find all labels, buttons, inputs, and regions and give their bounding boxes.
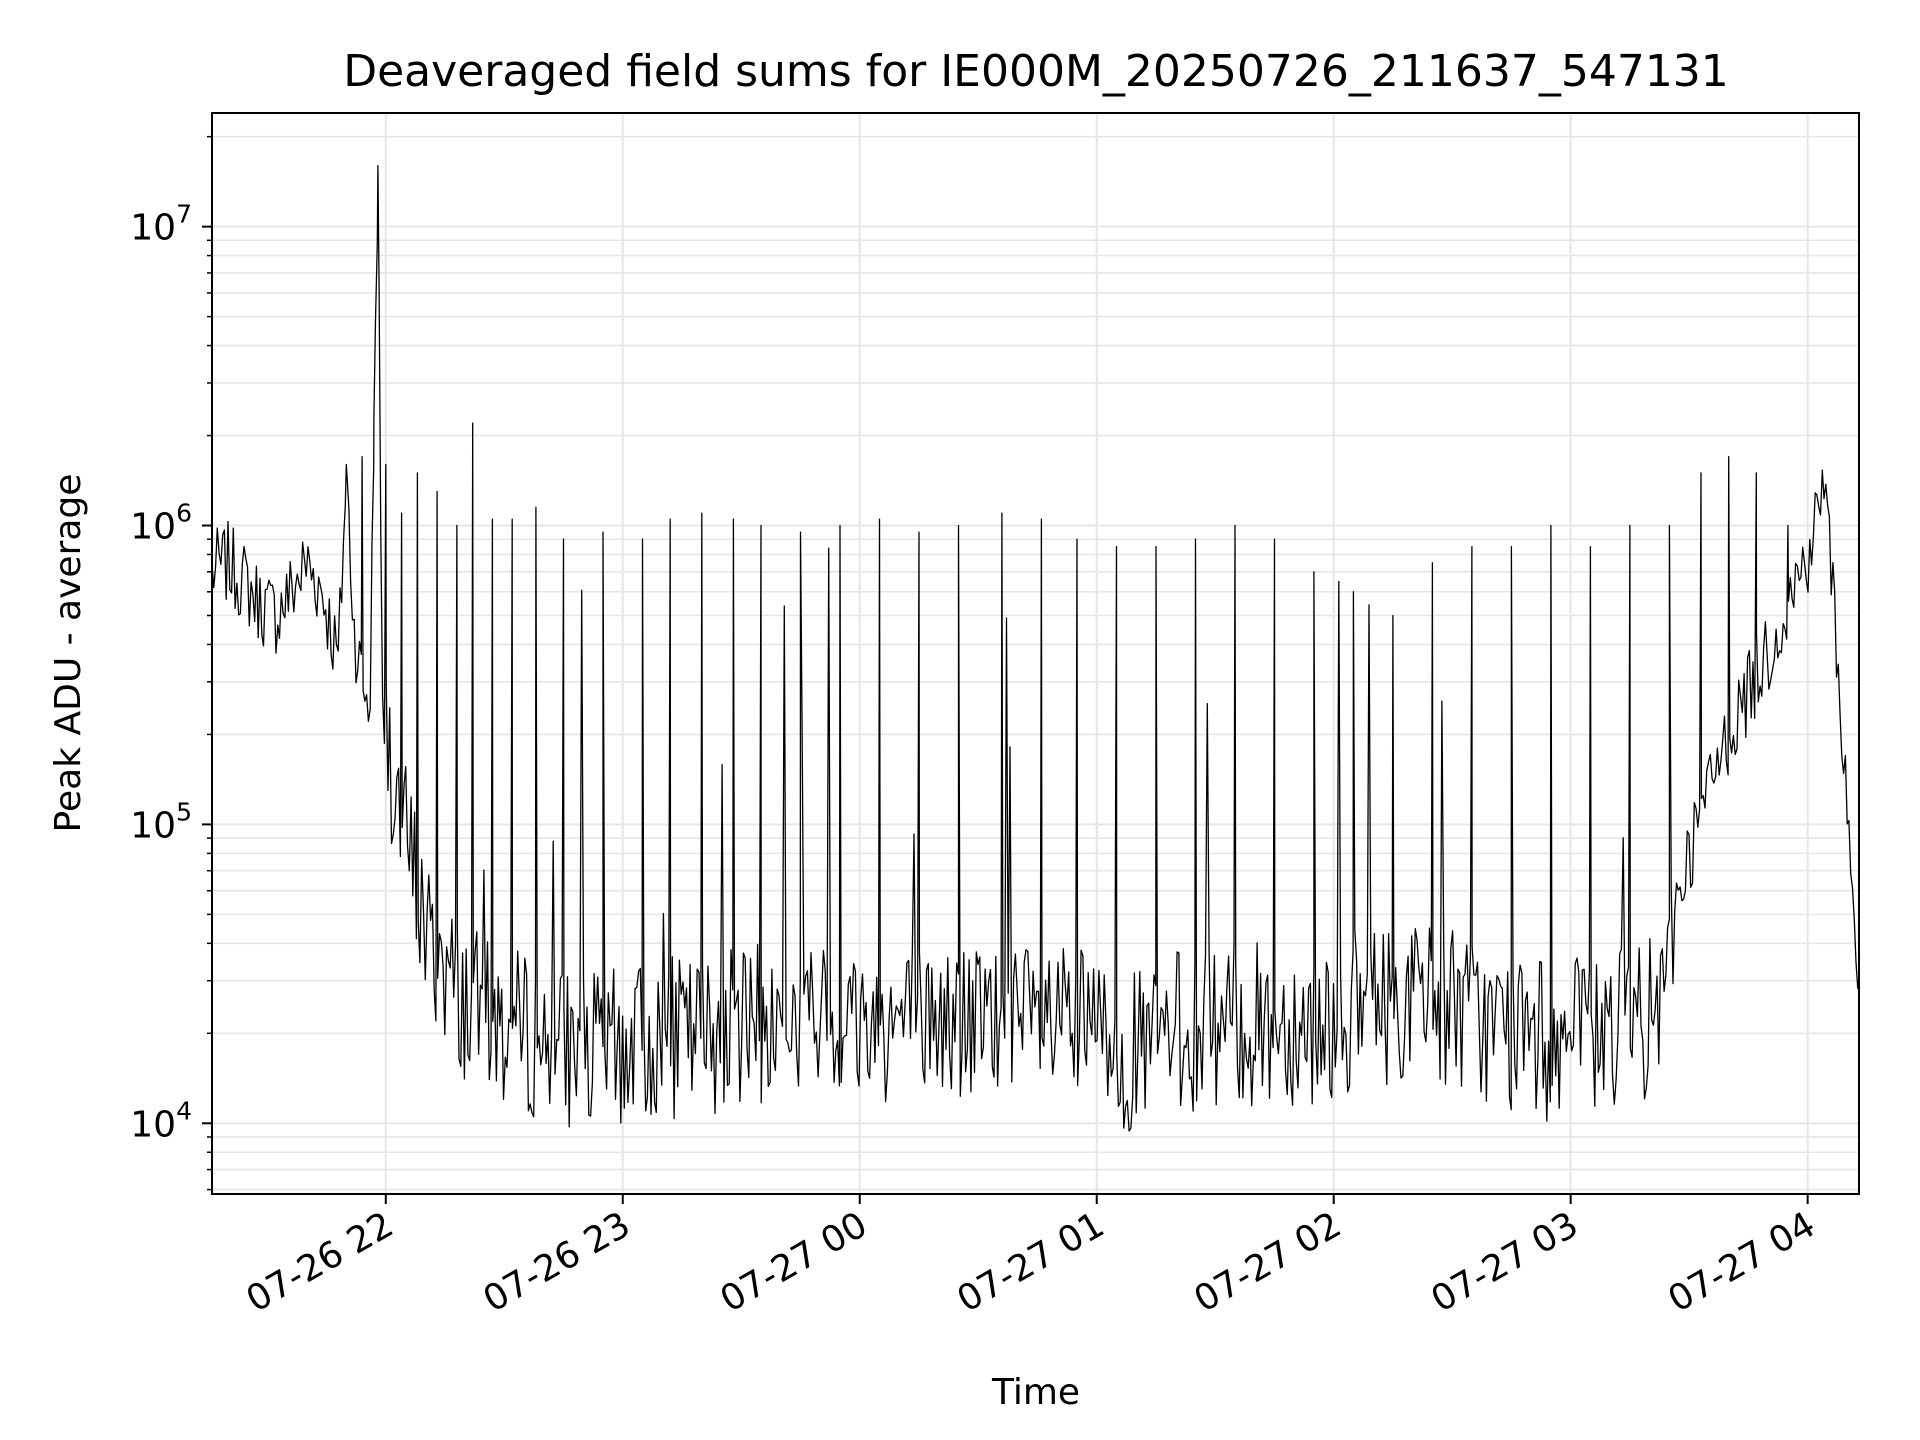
plot-frame — [211, 112, 1860, 1195]
y-tick-label: 107 — [130, 200, 192, 249]
y-axis-label: Peak ADU - average — [48, 474, 89, 833]
y-tick-label: 104 — [130, 1096, 192, 1145]
series-line-group — [211, 164, 1859, 1132]
series-line — [211, 164, 1859, 1132]
x-axis-label: Time — [991, 1372, 1080, 1413]
y-tick-label: 105 — [130, 797, 192, 846]
y-tick-label: 106 — [130, 499, 192, 548]
chart-title: Deaveraged field sums for IE000M_2025072… — [343, 46, 1729, 97]
